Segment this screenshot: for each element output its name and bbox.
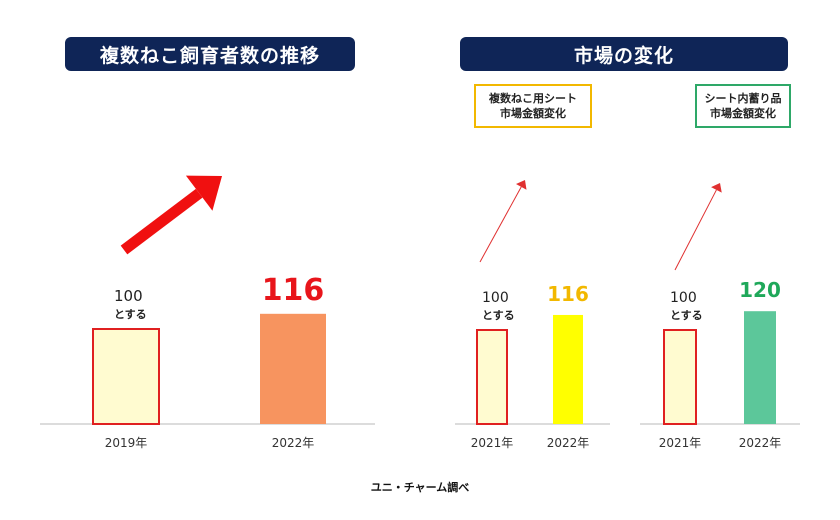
chart3-category-label: 2022年: [739, 436, 782, 450]
chart1-base-value-label: 100: [114, 287, 143, 305]
chart1-growth-arrow-head: [185, 175, 222, 211]
source-note: ユニ・チャーム調べ: [370, 481, 470, 494]
chart3-bar-compare: [744, 311, 776, 424]
chart1-growth-arrow-shaft: [120, 188, 203, 255]
litter-market-subtitle-line2: 市場金額変化: [710, 107, 776, 120]
chart3-compare-value-label: 120: [739, 278, 781, 302]
chart3-growth-arrow-shaft: [674, 189, 717, 271]
chart3-category-label: 2021年: [659, 436, 702, 450]
chart2-growth-arrow-head: [515, 180, 527, 190]
chart1-bar-compare: [260, 313, 326, 424]
chart3-base-value-label: 100: [670, 290, 697, 306]
chart2-category-label: 2021年: [471, 436, 514, 450]
sheet-market-subtitle-line1: 複数ねこ用シート: [489, 92, 577, 105]
sheet-market-subtitle-line2: 市場金額変化: [500, 107, 566, 120]
chart1-bar-base: [92, 328, 160, 425]
chart3-base-note-label: とする: [670, 309, 703, 322]
chart3-bar-base: [663, 329, 697, 425]
litter-market-subtitle-box: シート内蓄り品 市場金額変化: [695, 84, 791, 128]
chart2-bar-base: [476, 329, 508, 425]
chart1-category-label: 2022年: [272, 436, 315, 450]
sheet-market-subtitle-box: 複数ねこ用シート 市場金額変化: [474, 84, 592, 128]
litter-market-subtitle-line1: シート内蓄り品: [704, 92, 782, 105]
chart2-bar-compare: [553, 314, 583, 424]
chart2-category-label: 2022年: [547, 436, 590, 450]
chart2-base-value-label: 100: [482, 290, 509, 306]
chart1-compare-value-label: 116: [262, 273, 325, 308]
chart2-base-note-label: とする: [482, 309, 515, 322]
chart3-growth-arrow-head: [711, 183, 722, 193]
market-change-header: 市場の変化: [460, 37, 788, 71]
market-change-title: 市場の変化: [573, 44, 674, 67]
growth-chart-title: 複数ねこ飼育者数の推移: [99, 44, 320, 67]
chart1-base-note-label: とする: [114, 308, 147, 321]
chart2-growth-arrow-shaft: [479, 186, 522, 263]
chart2-compare-value-label: 116: [547, 282, 589, 306]
chart1-category-label: 2019年: [105, 436, 148, 450]
growth-chart-header: 複数ねこ飼育者数の推移: [65, 37, 355, 71]
